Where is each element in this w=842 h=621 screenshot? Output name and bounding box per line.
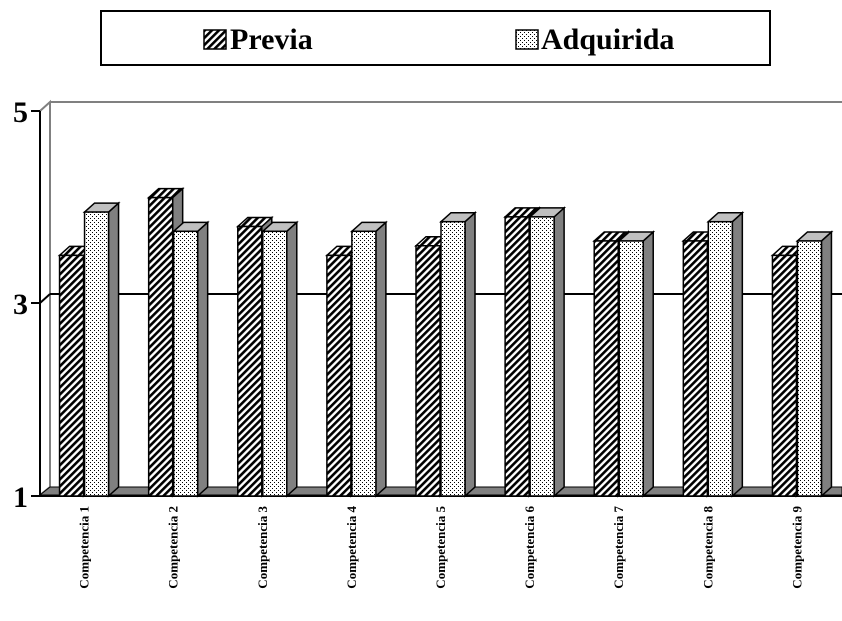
- bar-side: [643, 232, 653, 496]
- bar-adquirida-8: [708, 213, 742, 496]
- x-tick-label: Competencia 7: [611, 506, 626, 589]
- x-tick-label: Competencia 9: [789, 506, 804, 589]
- bar-adquirida-9: [797, 232, 831, 496]
- bar-front: [797, 241, 821, 496]
- x-tick-label: Competencia 3: [255, 506, 270, 589]
- bar-front: [85, 212, 109, 496]
- bar-adquirida-4: [352, 222, 386, 496]
- bar-front: [708, 222, 732, 496]
- legend-label-adquirida: Adquirida: [541, 23, 674, 56]
- bars: [60, 189, 832, 496]
- bar-front: [530, 217, 554, 496]
- x-tick-label: Competencia 6: [522, 506, 537, 589]
- bar-side: [465, 213, 475, 496]
- legend-label-previa: Previa: [230, 23, 313, 56]
- y-axis: 5 3 1: [13, 96, 40, 514]
- bar-side: [821, 232, 831, 496]
- bar-adquirida-3: [263, 222, 297, 496]
- bar-front: [238, 227, 262, 497]
- bar-front: [441, 222, 465, 496]
- bar-side: [287, 222, 297, 496]
- bar-front: [594, 241, 618, 496]
- bar-adquirida-1: [85, 203, 119, 496]
- legend-swatch-adquirida: [516, 30, 538, 49]
- y-tick-label: 3: [13, 288, 28, 321]
- bar-front: [352, 231, 376, 496]
- bar-front: [772, 255, 796, 496]
- bar-front: [619, 241, 643, 496]
- bar-side: [554, 208, 564, 496]
- x-tick-label: Competencia 4: [344, 506, 359, 589]
- legend-swatch-previa: [204, 30, 226, 49]
- bar-side: [109, 203, 119, 496]
- bar-front: [505, 217, 529, 496]
- bar-front: [60, 255, 84, 496]
- bar-side: [732, 213, 742, 496]
- bar-front: [683, 241, 707, 496]
- y-tick-label: 5: [13, 96, 28, 129]
- bar-front: [327, 255, 351, 496]
- bar-front: [174, 231, 198, 496]
- bar-adquirida-2: [174, 222, 208, 496]
- x-tick-label: Competencia 1: [77, 506, 92, 589]
- x-tick-label: Competencia 8: [700, 506, 715, 589]
- bar-side: [198, 222, 208, 496]
- legend: Previa Adquirida: [101, 11, 770, 65]
- bar-side: [376, 222, 386, 496]
- y-tick-label: 1: [13, 481, 28, 514]
- bar-adquirida-7: [619, 232, 653, 496]
- bar-front: [263, 231, 287, 496]
- bar-adquirida-5: [441, 213, 475, 496]
- bar-adquirida-6: [530, 208, 564, 496]
- x-tick-label: Competencia 2: [166, 506, 181, 589]
- x-axis-labels: Competencia 1 Competencia 2 Competencia 3 C…: [77, 506, 805, 589]
- bar-front: [149, 198, 173, 496]
- bar-front: [416, 246, 440, 496]
- x-tick-label: Competencia 5: [433, 506, 448, 589]
